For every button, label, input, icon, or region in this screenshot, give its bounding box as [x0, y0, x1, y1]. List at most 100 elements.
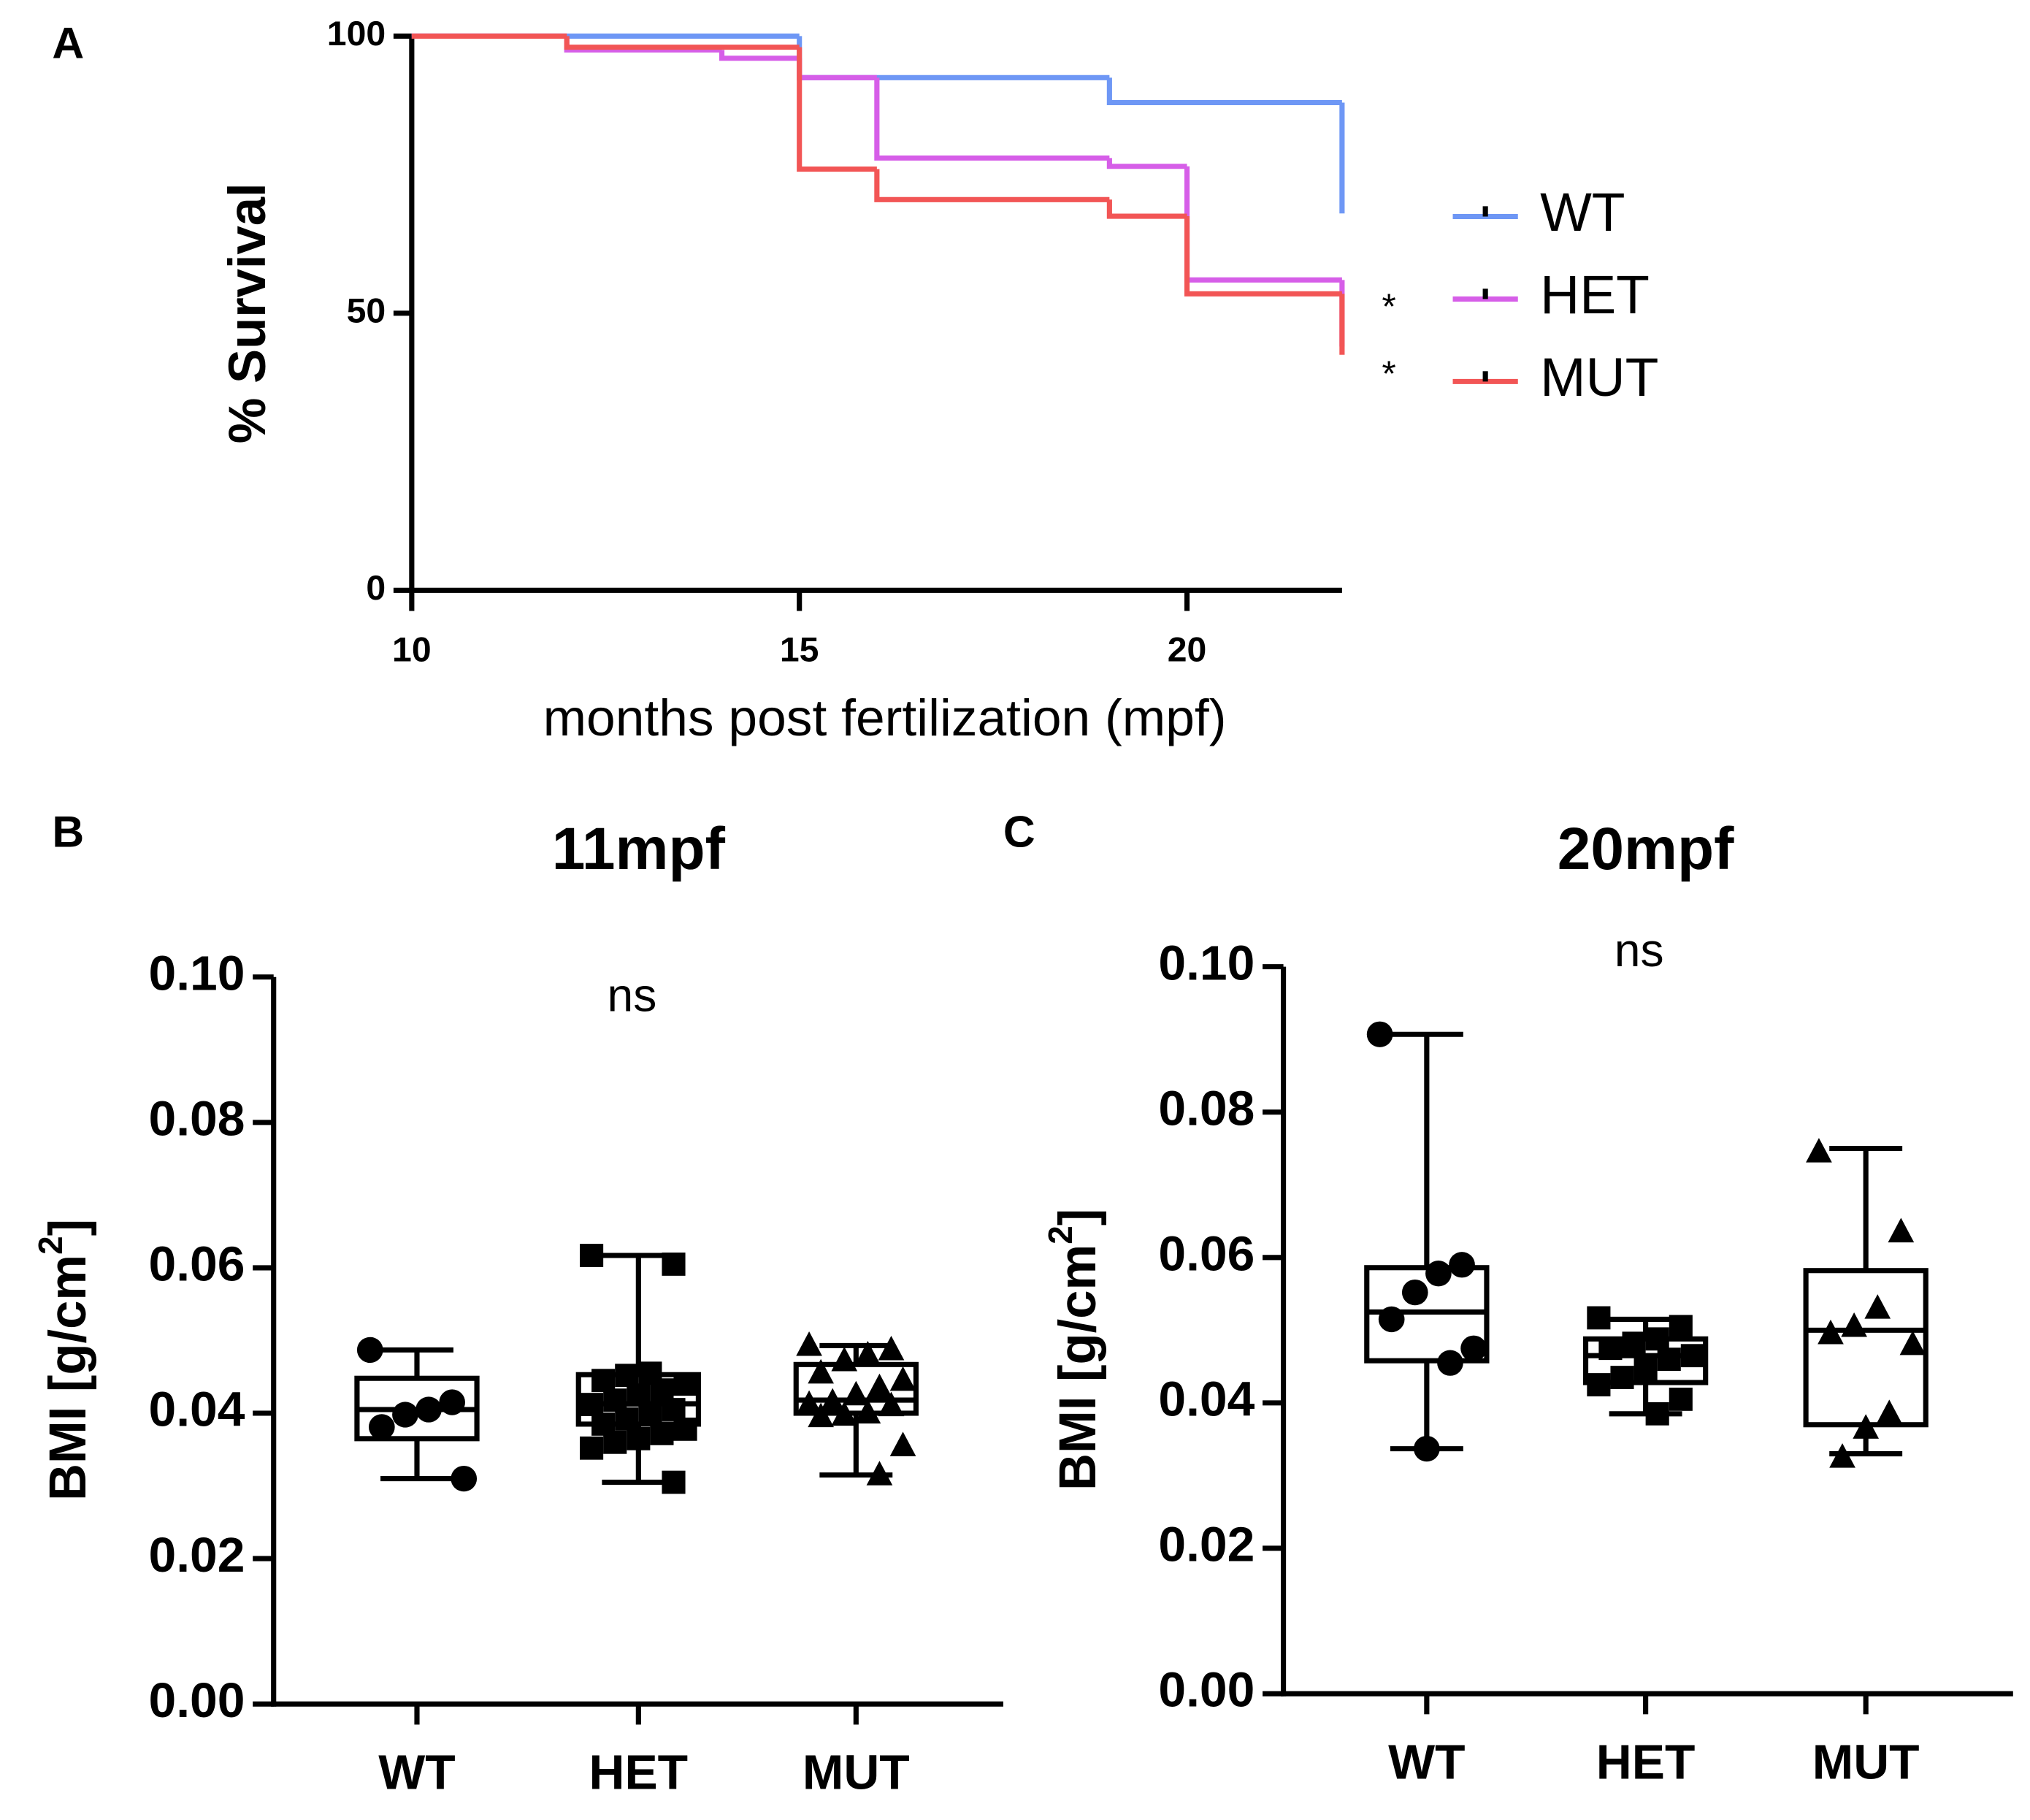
y-tick-label: 0.10: [1158, 936, 1255, 991]
data-point: [673, 1418, 697, 1441]
y-tick-label: 0.10: [149, 947, 245, 1001]
data-point: [831, 1346, 858, 1372]
data-point: [1633, 1357, 1658, 1380]
data-point: [854, 1399, 881, 1424]
survival-step: [1106, 158, 1187, 169]
data-point: [1864, 1294, 1891, 1319]
data-point: [1401, 1279, 1428, 1306]
data-point: [866, 1373, 893, 1399]
survival-step: [719, 50, 800, 61]
data-point: [650, 1378, 674, 1402]
data-point: [808, 1358, 834, 1384]
panel-label: C: [1003, 807, 1035, 857]
data-point: [603, 1430, 627, 1454]
data-point: [878, 1391, 905, 1417]
data-point: [1378, 1306, 1405, 1333]
annotation: ns: [607, 969, 656, 1022]
data-point: [392, 1402, 418, 1428]
data-point: [1414, 1435, 1440, 1462]
x-tick-label: MUT: [1812, 1735, 1920, 1790]
y-tick-label: 0: [366, 569, 386, 608]
data-point: [866, 1461, 893, 1486]
data-point: [1876, 1399, 1903, 1424]
data-point: [1645, 1402, 1669, 1426]
data-point: [1622, 1331, 1646, 1356]
y-tick-label: 0.06: [149, 1237, 245, 1292]
y-tick-label: 0.08: [149, 1092, 245, 1147]
data-point: [1449, 1252, 1475, 1278]
survival-step: [564, 36, 800, 50]
data-point: [889, 1366, 916, 1391]
y-tick-label: 0.06: [1158, 1227, 1255, 1282]
data-point: [415, 1396, 442, 1423]
legend-label: WT: [1540, 182, 1625, 242]
data-point: [831, 1401, 858, 1426]
data-point: [1587, 1306, 1611, 1330]
data-point: [878, 1335, 905, 1361]
x-tick-label: 15: [780, 631, 819, 670]
data-point: [662, 1398, 686, 1421]
x-tick-label: WT: [1388, 1735, 1465, 1790]
survival-step: [1184, 216, 1342, 297]
significance: *: [1382, 286, 1395, 327]
x-tick-label: MUT: [803, 1746, 910, 1800]
y-axis-label: BMI [g/cm2]: [1041, 1209, 1107, 1491]
data-point: [662, 1253, 686, 1276]
y-tick-label: 0.02: [149, 1528, 245, 1583]
panel-label: A: [52, 18, 84, 68]
survival-step: [797, 47, 877, 172]
data-point: [615, 1364, 639, 1388]
data-point: [673, 1372, 697, 1396]
y-tick-label: 50: [347, 292, 386, 331]
data-point: [796, 1390, 822, 1415]
data-point: [1829, 1443, 1855, 1468]
chart-title: 11mpf: [552, 816, 726, 882]
survival-step: [1184, 166, 1342, 283]
y-tick-label: 0.04: [149, 1383, 245, 1437]
x-axis-label: months post fertilization (mpf): [543, 689, 1227, 747]
y-axis-label-part: 2: [1041, 1226, 1079, 1244]
x-tick-label: HET: [589, 1746, 689, 1800]
y-axis-label: BMI [g/cm2]: [31, 1219, 97, 1501]
data-point: [1598, 1337, 1623, 1361]
data-point: [1888, 1217, 1915, 1243]
survival-step: [1106, 77, 1342, 106]
survival-step: [797, 36, 1110, 80]
data-point: [1366, 1021, 1393, 1047]
y-axis-label-part: ]: [39, 1219, 97, 1236]
x-tick-label: WT: [378, 1746, 455, 1800]
data-point: [580, 1393, 604, 1416]
data-point: [808, 1402, 834, 1428]
data-point: [854, 1340, 881, 1366]
chart-title: 20mpf: [1558, 816, 1735, 882]
data-point: [1680, 1344, 1704, 1368]
survival-step: [1106, 199, 1187, 219]
x-tick-label: 20: [1168, 631, 1207, 670]
data-point: [650, 1421, 674, 1445]
data-point: [615, 1407, 639, 1431]
survival-step: [874, 77, 1110, 161]
data-point: [1657, 1347, 1681, 1372]
data-point: [356, 1337, 383, 1364]
legend-label: HET: [1540, 264, 1650, 325]
legend-label: MUT: [1540, 347, 1658, 408]
survival-step: [797, 58, 877, 80]
data-point: [1460, 1335, 1487, 1361]
data-point: [662, 1470, 686, 1494]
y-tick-label: 0.08: [1158, 1082, 1255, 1136]
data-point: [796, 1331, 822, 1356]
annotation: ns: [1615, 924, 1664, 976]
y-tick-label: 0.00: [1158, 1663, 1255, 1718]
data-point: [1806, 1138, 1832, 1163]
y-tick-label: 0.02: [1158, 1518, 1255, 1572]
data-point: [591, 1369, 616, 1393]
data-point: [1437, 1350, 1463, 1376]
data-point: [1669, 1388, 1693, 1411]
data-point: [1853, 1414, 1880, 1439]
y-tick-label: 0.04: [1158, 1372, 1255, 1427]
data-point: [1669, 1315, 1693, 1339]
data-point: [819, 1388, 846, 1413]
y-tick-label: 0.00: [149, 1673, 245, 1728]
data-point: [439, 1389, 466, 1415]
data-point: [1645, 1327, 1669, 1351]
